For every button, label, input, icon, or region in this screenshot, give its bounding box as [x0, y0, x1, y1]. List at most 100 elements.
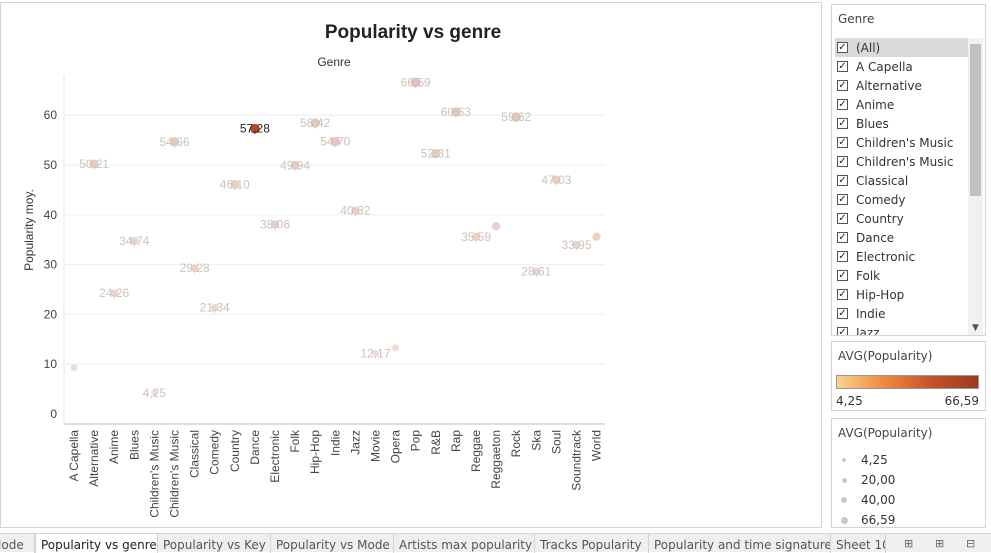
- data-point[interactable]: [491, 222, 501, 231]
- genre-filter-item[interactable]: ✓ Indie: [835, 304, 970, 323]
- data-point[interactable]: [431, 148, 441, 159]
- data-point[interactable]: [572, 240, 581, 249]
- data-point[interactable]: [130, 236, 139, 246]
- checkbox-checked-icon[interactable]: ✓: [837, 213, 848, 224]
- genre-filter-item[interactable]: ✓ Children's Music: [835, 133, 970, 152]
- data-point[interactable]: [290, 160, 300, 170]
- genre-list-scrollbar[interactable]: ▼: [968, 38, 983, 335]
- data-point[interactable]: [169, 137, 180, 147]
- checkbox-checked-icon[interactable]: ✓: [837, 194, 848, 205]
- data-point[interactable]: [70, 364, 78, 372]
- data-point[interactable]: [351, 206, 360, 215]
- genre-filter-item[interactable]: ✓ Alternative: [835, 76, 970, 95]
- data-label: 60,63: [441, 105, 471, 119]
- genre-filter-item[interactable]: ✓ A Capella: [835, 57, 970, 76]
- x-tick-label: Reggaeton: [489, 430, 503, 489]
- data-point[interactable]: [151, 389, 158, 397]
- new-worksheet-icon[interactable]: ⊞: [904, 537, 914, 550]
- genre-filter-item[interactable]: ✓ Hip-Hop: [835, 285, 970, 304]
- sheet-tab[interactable]: Popularity vs genre: [35, 534, 158, 553]
- checkbox-checked-icon[interactable]: ✓: [837, 251, 848, 262]
- sheet-tab[interactable]: Popularity and time signature: [649, 534, 831, 553]
- checkbox-checked-icon[interactable]: ✓: [837, 175, 848, 186]
- size-legend-label: 4,25: [861, 453, 888, 467]
- genre-filter-item[interactable]: ✓ Blues: [835, 114, 970, 133]
- genre-filter-label: (All): [856, 40, 881, 55]
- data-point[interactable]: [330, 136, 340, 147]
- checkbox-checked-icon[interactable]: ✓: [837, 270, 848, 281]
- x-tick-label: Alternative: [87, 430, 101, 487]
- sheet-tab[interactable]: Popularity vs Key: [158, 534, 271, 553]
- data-point[interactable]: [310, 118, 320, 128]
- checkbox-checked-icon[interactable]: ✓: [837, 99, 848, 110]
- data-point[interactable]: [270, 220, 280, 229]
- checkbox-checked-icon[interactable]: ✓: [837, 80, 848, 91]
- data-label: 46,10: [220, 177, 250, 191]
- data-point[interactable]: [211, 304, 219, 312]
- genre-filter-list[interactable]: ✓ (All) ✓ A Capella ✓ Alternative ✓ Anime ✓ Blues…: [835, 38, 970, 335]
- column-header-label: Genre: [317, 55, 351, 69]
- new-dashboard-icon[interactable]: ⊞: [935, 537, 945, 550]
- size-legend-item: 4,25: [832, 452, 982, 470]
- data-point[interactable]: [230, 180, 240, 189]
- genre-filter-item[interactable]: ✓ Country: [835, 209, 970, 228]
- sheet-tab[interactable]: Tracks Popularity: [535, 534, 649, 553]
- sheet-tab[interactable]: Popularity vs Mode: [271, 534, 394, 553]
- data-point[interactable]: [532, 267, 541, 276]
- genre-filter-item[interactable]: ✓ Anime: [835, 95, 970, 114]
- y-tick-label: 50: [44, 158, 58, 172]
- scrollbar-thumb[interactable]: [970, 44, 981, 196]
- genre-filter-item[interactable]: ✓ Electronic: [835, 247, 970, 266]
- genre-filter-item[interactable]: ✓ (All): [835, 38, 970, 57]
- genre-filter-item[interactable]: ✓ Folk: [835, 266, 970, 285]
- genre-filter-item[interactable]: ✓ Jazz: [835, 323, 970, 335]
- data-point[interactable]: [410, 77, 421, 88]
- checkbox-checked-icon[interactable]: ✓: [837, 156, 848, 167]
- sheet-tab[interactable]: Artists max popularity: [394, 534, 535, 553]
- data-point[interactable]: [511, 112, 521, 122]
- data-point[interactable]: [110, 289, 118, 297]
- data-label: 49,94: [280, 158, 310, 172]
- data-point[interactable]: [551, 175, 561, 185]
- x-tick-label: Blues: [127, 430, 141, 460]
- sheet-tab[interactable]: Mode: [0, 534, 35, 553]
- checkbox-checked-icon[interactable]: ✓: [837, 232, 848, 243]
- checkbox-checked-icon[interactable]: ✓: [837, 289, 848, 300]
- x-tick-label: Children's Music: [147, 430, 161, 518]
- x-tick-label: Ska: [529, 430, 543, 451]
- data-point[interactable]: [372, 349, 379, 357]
- color-legend-title: AVG(Popularity): [838, 349, 933, 363]
- data-point[interactable]: [190, 264, 199, 273]
- scroll-down-icon[interactable]: ▼: [972, 323, 979, 333]
- genre-filter-label: A Capella: [856, 59, 913, 74]
- data-point[interactable]: [471, 232, 481, 241]
- x-tick-label: Anime: [107, 430, 121, 464]
- data-point[interactable]: [392, 344, 400, 352]
- data-point[interactable]: [592, 232, 601, 241]
- color-legend-max: 66,59: [944, 394, 979, 408]
- data-point[interactable]: [89, 159, 99, 169]
- data-label: 47,03: [541, 173, 571, 187]
- data-label: 28,61: [521, 265, 551, 279]
- genre-filter-item[interactable]: ✓ Comedy: [835, 190, 970, 209]
- data-point[interactable]: [250, 123, 260, 134]
- genre-filter-item[interactable]: ✓ Classical: [835, 171, 970, 190]
- data-label: 24,26: [99, 286, 129, 300]
- genre-filter-label: Dance: [856, 230, 895, 245]
- checkbox-checked-icon[interactable]: ✓: [837, 327, 848, 335]
- genre-filter-item[interactable]: ✓ Dance: [835, 228, 970, 247]
- x-tick-label: Dance: [248, 430, 262, 465]
- genre-filter-item[interactable]: ✓ Children's Music: [835, 152, 970, 171]
- data-label: 12,17: [360, 346, 390, 360]
- checkbox-checked-icon[interactable]: ✓: [837, 118, 848, 129]
- checkbox-checked-icon[interactable]: ✓: [837, 137, 848, 148]
- checkbox-checked-icon[interactable]: ✓: [837, 308, 848, 319]
- checkbox-checked-icon[interactable]: ✓: [837, 61, 848, 72]
- data-point[interactable]: [451, 107, 461, 117]
- checkbox-checked-icon[interactable]: ✓: [837, 42, 848, 53]
- x-tick-label: Soul: [549, 430, 563, 454]
- color-legend-card: AVG(Popularity) 4,25 66,59: [831, 341, 986, 411]
- data-label: 59,62: [501, 110, 531, 124]
- new-story-icon[interactable]: ⊟: [966, 537, 976, 550]
- sheet-tab[interactable]: Sheet 10: [831, 534, 886, 553]
